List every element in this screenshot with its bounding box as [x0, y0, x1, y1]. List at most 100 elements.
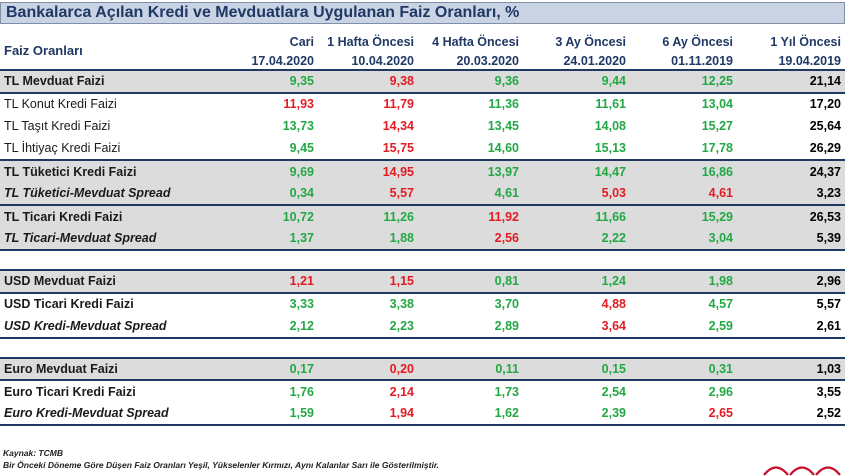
rate-cell: 0,11: [418, 356, 523, 381]
table-title: Bankalarca Açılan Kredi ve Mevduatlara U…: [0, 2, 845, 24]
table-row: TL Ticari Kredi Faizi 10,72 11,26 11,92 11,6…: [0, 205, 845, 228]
rate-cell: 2,23: [318, 315, 418, 339]
rate-cell: 0,20: [318, 356, 418, 381]
row-header-label: Faiz Oranları: [0, 32, 225, 70]
row-label: TL Tüketici-Mevduat Spread: [0, 182, 225, 206]
rate-cell: 1,62: [418, 402, 523, 426]
rate-cell: 14,08: [594, 119, 626, 134]
row-label: USD Mevduat Faizi: [0, 269, 225, 294]
rate-cell: 5,39: [737, 227, 845, 251]
table-row: TL Taşıt Kredi Faizi 13,73 14,34 13,45 14,08…: [0, 115, 845, 138]
rate-cell: 15,75: [382, 141, 414, 156]
row-label: TL İhtiyaç Kredi Faizi: [4, 141, 121, 156]
table-row: TL Mevduat Faizi 9,35 9,38 9,36 9,44 12,25 21,…: [0, 69, 845, 94]
rate-cell: 2,14: [389, 384, 414, 399]
rate-cell: 1,73: [494, 384, 519, 399]
table-row: TL Konut Kredi Faizi 11,93 11,79 11,36 11,61…: [0, 93, 845, 116]
row-label: TL Ticari Kredi Faizi: [0, 205, 225, 228]
section-gap: [0, 250, 845, 270]
rate-cell: 3,70: [494, 297, 519, 312]
column-header: 3 Ay Öncesi: [523, 32, 630, 52]
rate-cell: 26,53: [737, 205, 845, 228]
table-row: Euro Ticari Kredi Faizi 1,76 2,14 1,73 2,54 2…: [0, 380, 845, 403]
table-row: TL Tüketici Kredi Faizi 9,69 14,95 13,97 14,…: [0, 159, 845, 183]
table-row: TL Tüketici-Mevduat Spread 0,34 5,57 4,61 5,…: [0, 182, 845, 206]
row-label: TL Tüketici Kredi Faizi: [0, 159, 225, 183]
column-date: 01.11.2019: [630, 52, 737, 71]
rate-cell: 12,25: [630, 69, 737, 94]
color-legend-note: Bir Önceki Döneme Göre Düşen Faiz Oranla…: [3, 460, 440, 470]
logo-icon: [763, 466, 841, 476]
table-row: Euro Mevduat Faizi 0,17 0,20 0,11 0,15 0,31 1,…: [0, 356, 845, 381]
rate-cell: 26,29: [809, 141, 841, 156]
column-header: Cari: [225, 32, 318, 52]
rate-cell: 13,97: [418, 159, 523, 183]
footer: Kaynak: TCMB Bir Önceki Döneme Göre Düşe…: [3, 447, 439, 471]
column-date: 20.03.2020: [418, 52, 523, 71]
rate-cell: 3,55: [816, 384, 841, 399]
rate-cell: 3,04: [630, 227, 737, 251]
rate-cell: 9,45: [289, 141, 314, 156]
rate-cell: 21,14: [737, 69, 845, 94]
rate-cell: 1,03: [737, 356, 845, 381]
rate-cell: 16,86: [630, 159, 737, 183]
spacer: [0, 338, 845, 358]
table-row: USD Ticari Kredi Faizi 3,33 3,38 3,70 4,88 4,…: [0, 293, 845, 316]
rate-cell: 10,72: [225, 205, 318, 228]
rate-cell: 17,78: [701, 141, 733, 156]
rate-cell: 1,37: [225, 227, 318, 251]
table-row: USD Mevduat Faizi 1,21 1,15 0,81 1,24 1,98 2,9…: [0, 269, 845, 294]
rate-cell: 0,31: [630, 356, 737, 381]
rate-cell: 11,36: [488, 97, 519, 112]
rate-cell: 13,45: [487, 119, 519, 134]
rate-cell: 14,47: [523, 159, 630, 183]
rate-cell: 9,69: [225, 159, 318, 183]
date-row: 17.04.2020 10.04.2020 20.03.2020 24.01.2…: [0, 52, 845, 71]
row-label: Euro Ticari Kredi Faizi: [4, 384, 136, 399]
rate-cell: 17,20: [809, 97, 841, 112]
column-date: 19.04.2019: [737, 52, 845, 71]
column-date: 10.04.2020: [318, 52, 418, 71]
rate-cell: 5,57: [318, 182, 418, 206]
row-label: Euro Kredi-Mevduat Spread: [0, 402, 225, 426]
rate-cell: 4,61: [418, 182, 523, 206]
rate-cell: 9,38: [318, 69, 418, 94]
rate-cell: 15,29: [630, 205, 737, 228]
rate-cell: 11,93: [283, 97, 314, 112]
table-row: TL İhtiyaç Kredi Faizi 9,45 15,75 14,60 15,1…: [0, 138, 845, 161]
spacer: [0, 250, 845, 270]
rate-cell: 15,27: [701, 119, 733, 134]
rate-cell: 5,57: [816, 297, 841, 312]
column-header: 1 Yıl Öncesi: [737, 32, 845, 52]
rate-cell: 3,33: [289, 297, 314, 312]
row-label: USD Ticari Kredi Faizi: [4, 297, 134, 312]
rate-cell: 24,37: [737, 159, 845, 183]
source-note: Kaynak: TCMB: [3, 448, 63, 458]
rate-cell: 4,57: [708, 297, 733, 312]
rate-cell: 3,38: [389, 297, 414, 312]
column-date: 24.01.2020: [523, 52, 630, 71]
rate-cell: 3,64: [523, 315, 630, 339]
rate-cell: 9,44: [523, 69, 630, 94]
row-label: TL Ticari-Mevduat Spread: [0, 227, 225, 251]
section-gap: [0, 338, 845, 358]
table-row: Euro Kredi-Mevduat Spread 1,59 1,94 1,62 2,3…: [0, 402, 845, 426]
rate-cell: 11,66: [523, 205, 630, 228]
rate-cell: 2,22: [523, 227, 630, 251]
rate-cell: 2,89: [418, 315, 523, 339]
rate-cell: 4,61: [630, 182, 737, 206]
rate-cell: 1,24: [523, 269, 630, 294]
rate-cell: 11,26: [318, 205, 418, 228]
rate-cell: 0,81: [418, 269, 523, 294]
rate-cell: 14,95: [318, 159, 418, 183]
rate-cell: 1,15: [318, 269, 418, 294]
rate-cell: 2,52: [737, 402, 845, 426]
rate-cell: 0,15: [523, 356, 630, 381]
row-label: Euro Mevduat Faizi: [0, 356, 225, 381]
rate-cell: 4,88: [601, 297, 626, 312]
rate-cell: 9,36: [418, 69, 523, 94]
rate-cell: 2,65: [630, 402, 737, 426]
rate-cell: 11,92: [418, 205, 523, 228]
header-row: Faiz Oranları Cari 1 Hafta Öncesi 4 Haft…: [0, 32, 845, 70]
column-header: 4 Hafta Öncesi: [418, 32, 523, 52]
